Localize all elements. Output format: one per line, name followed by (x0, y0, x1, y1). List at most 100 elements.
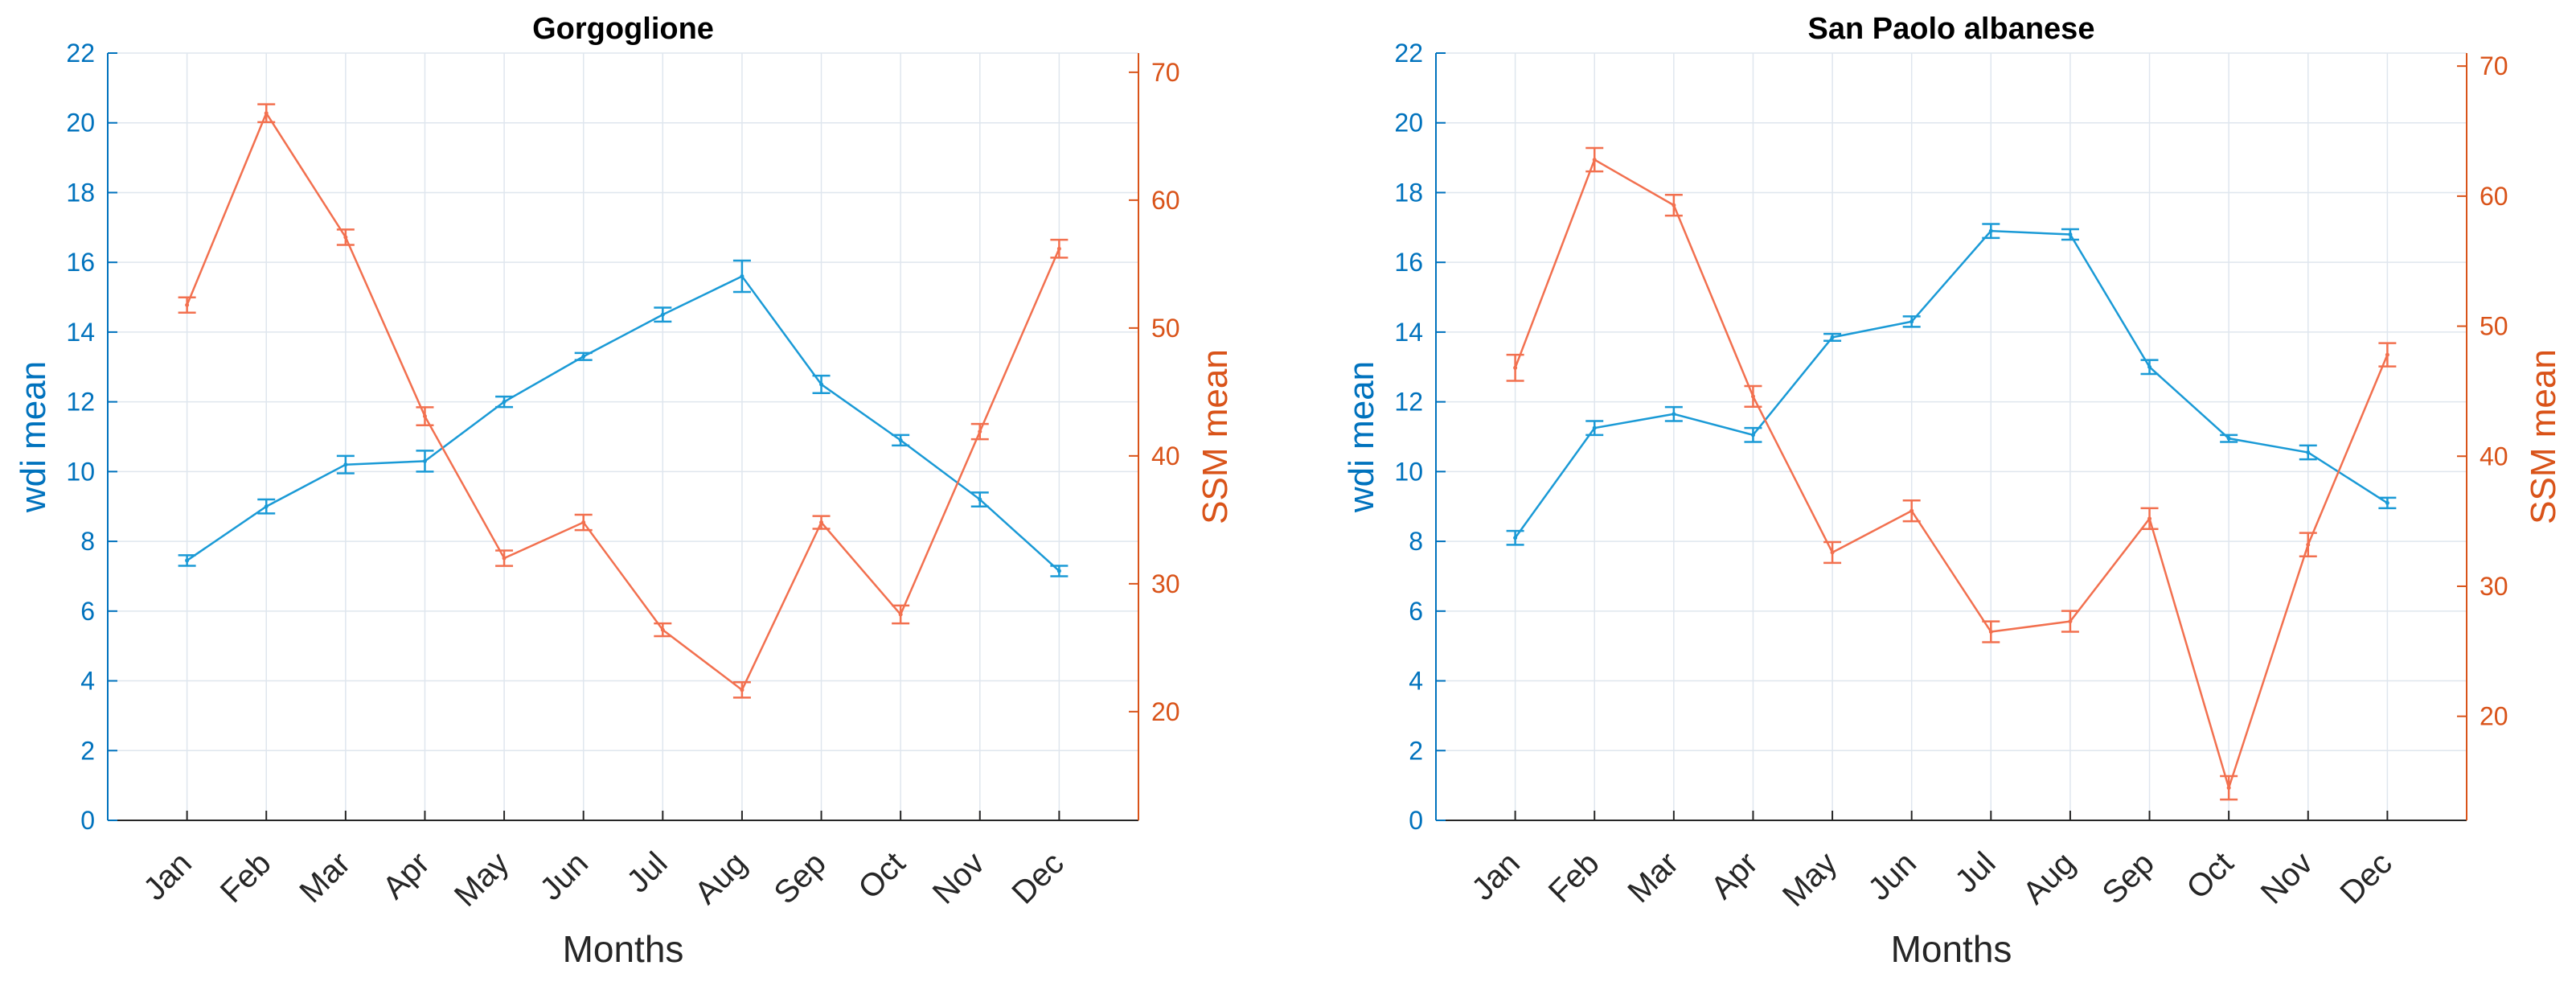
data-point (1056, 246, 1061, 251)
data-point (1672, 203, 1676, 207)
y-right-tick-label: 40 (2480, 442, 2508, 470)
y-right-tick-label: 70 (1151, 58, 1180, 87)
error-bar (257, 498, 276, 515)
data-point (1750, 394, 1755, 399)
x-tick-label: Aug (688, 845, 753, 910)
error-bar (336, 228, 355, 246)
data-point (660, 312, 665, 317)
data-point (978, 429, 982, 434)
x-tick-label: Nov (926, 845, 991, 910)
y-right-tick-label: 30 (2480, 572, 2508, 601)
error-bar (574, 513, 593, 532)
series-line (1514, 158, 2389, 791)
data-point (581, 520, 586, 525)
data-point (740, 274, 744, 279)
data-point (2068, 232, 2073, 236)
error-bar (2378, 342, 2397, 368)
y-left-tick-label: 14 (66, 318, 95, 347)
data-point (2226, 436, 2231, 441)
chart-panel-2: 0 2 4 6 8 10 12 14 16 18 20 22 20 30 40 50 60 70 Jan Feb Mar… (1342, 12, 2563, 970)
data-point (1056, 569, 1061, 573)
chart-title: San Paolo albanese (1808, 12, 2095, 46)
error-bar (654, 622, 672, 638)
y-left-axis-label: wdi mean (14, 361, 53, 513)
y-left-tick-label: 8 (80, 527, 95, 556)
data-point (740, 688, 744, 692)
data-point (898, 612, 903, 617)
data-point (1988, 630, 1993, 635)
error-bar (416, 406, 434, 426)
x-tick-label: Oct (851, 845, 912, 906)
error-bar (1506, 529, 1524, 546)
error-bar (257, 103, 276, 124)
x-tick-label: Jun (533, 845, 595, 907)
data-point (1830, 335, 1835, 339)
series-1 (1506, 223, 2397, 546)
data-point (898, 438, 903, 442)
error-bar (2061, 610, 2079, 633)
y-left-tick-label: 20 (1394, 109, 1423, 138)
data-point (2385, 500, 2389, 505)
data-point (343, 235, 348, 240)
error-bar (1744, 384, 1762, 409)
error-bar (1664, 405, 1683, 422)
error-bar (2061, 228, 2079, 241)
y-left-tick-label: 16 (66, 248, 95, 277)
error-bar (654, 306, 672, 323)
y-left-tick-label: 4 (1409, 667, 1423, 696)
error-bar (892, 604, 910, 625)
y-left-tick-label: 4 (80, 667, 95, 696)
data-point (2306, 450, 2311, 455)
data-point (660, 627, 665, 632)
series-line (1514, 229, 2389, 539)
y-right-tick-label: 50 (2480, 312, 2508, 341)
error-bar (1585, 420, 1604, 437)
data-point (1988, 228, 1993, 233)
x-tick-label: Feb (1542, 845, 1606, 910)
x-tick-label: Mar (293, 845, 357, 910)
y-right-tick-label: 40 (1151, 442, 1180, 470)
x-tick-label: Apr (376, 845, 437, 906)
x-tick-label: Aug (2016, 845, 2082, 910)
error-bar (178, 296, 196, 314)
x-tick-label: Mar (1621, 845, 1685, 910)
y-left-tick-label: 2 (80, 736, 95, 765)
y-left-tick-label: 6 (80, 597, 95, 626)
chart-panel-1: 0 2 4 6 8 10 12 14 16 18 20 22 20 30 40 50 60 70 Jan Feb Mar… (14, 12, 1235, 970)
y-right-tick-label: 60 (2480, 182, 2508, 211)
error-bar (732, 681, 751, 699)
error-bar (812, 374, 831, 395)
data-point (581, 354, 586, 359)
error-bar (1050, 238, 1069, 259)
data-point (502, 556, 507, 561)
error-bar (336, 454, 355, 475)
x-tick-label: Nov (2254, 845, 2320, 910)
error-bar (1585, 146, 1604, 173)
data-point (185, 558, 190, 563)
error-bar (2299, 444, 2317, 461)
data-point (1592, 158, 1597, 162)
series-line (186, 274, 1060, 572)
error-bar (2378, 496, 2397, 510)
x-tick-label: Oct (2180, 845, 2240, 906)
x-tick-label: Jan (137, 845, 199, 907)
error-bar (416, 450, 434, 473)
error-bar (178, 554, 196, 567)
y-left-tick-label: 0 (1409, 806, 1423, 835)
y-left-tick-label: 22 (1394, 39, 1423, 68)
error-bar (812, 515, 831, 530)
data-point (2147, 516, 2152, 521)
error-bar (495, 549, 514, 567)
y-right-tick-label: 20 (1151, 697, 1180, 726)
error-bar (1823, 540, 1842, 565)
y-left-tick-label: 18 (66, 178, 95, 207)
error-bar (574, 351, 593, 361)
x-tick-label: Feb (214, 845, 278, 910)
y-left-tick-label: 12 (1394, 388, 1423, 417)
x-tick-label: Jul (620, 845, 674, 899)
error-bar (1506, 353, 1524, 382)
data-point (2147, 364, 2152, 369)
error-bar (2140, 507, 2159, 531)
